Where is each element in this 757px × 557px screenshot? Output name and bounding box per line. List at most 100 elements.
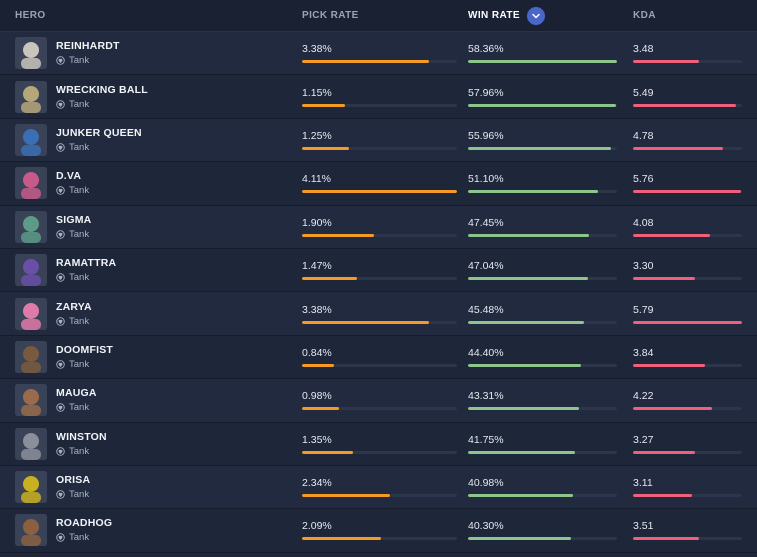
sort-descending-button[interactable] <box>526 6 545 25</box>
win-rate-bar <box>468 233 617 237</box>
table-row[interactable]: SIGMA Tank 1.90% <box>0 205 757 249</box>
hero-role: Tank <box>56 489 90 500</box>
table-row[interactable]: WRECKING BALL Tank 1.15% <box>0 75 757 119</box>
hero-cell[interactable]: ORISA Tank <box>0 471 302 504</box>
hero-cell[interactable]: MAUGA Tank <box>0 384 302 417</box>
table-row[interactable]: DOOMFIST Tank 0.84% <box>0 335 757 380</box>
kda-bar-fill <box>633 277 696 281</box>
tank-role-icon <box>56 99 65 109</box>
hero-role: Tank <box>56 99 148 110</box>
hero-name[interactable]: ZARYA <box>56 300 92 313</box>
pick-rate-bar-fill <box>302 407 339 411</box>
kda-cell: 4.78 <box>633 130 757 150</box>
win-rate-bar <box>468 103 617 107</box>
kda-value: 3.30 <box>633 260 654 273</box>
table-row[interactable]: MAUGA Tank 0.98% <box>0 379 757 423</box>
table-row[interactable]: JUNKER QUEEN Tank 1.25% <box>0 118 757 163</box>
hero-role-label: Tank <box>69 98 90 110</box>
pick-rate-bar <box>302 407 457 411</box>
hero-cell[interactable]: D.VA Tank <box>0 167 302 200</box>
table-row[interactable]: ORISA Tank 2.34% <box>0 465 757 510</box>
pick-rate-column-header[interactable]: PICK RATE <box>302 10 359 21</box>
table-row[interactable]: ROADHOG Tank 2.09% <box>0 509 757 553</box>
pick-rate-cell: 1.90% <box>302 217 468 237</box>
pick-rate-value: 4.11% <box>302 173 331 186</box>
kda-value: 5.76 <box>633 173 654 186</box>
pick-rate-value: 3.38% <box>302 43 332 56</box>
pick-rate-value: 2.09% <box>302 520 332 533</box>
win-rate-bar <box>468 60 617 64</box>
kda-value: 3.48 <box>633 43 654 56</box>
hero-name[interactable]: ORISA <box>56 474 91 487</box>
win-rate-bar-fill <box>468 407 579 411</box>
pick-rate-bar <box>302 146 457 150</box>
kda-bar <box>633 233 742 237</box>
hero-cell[interactable]: ZARYA Tank <box>0 297 302 330</box>
pick-rate-cell: 1.47% <box>302 260 468 281</box>
pick-rate-bar-fill <box>302 537 381 541</box>
pick-rate-bar-fill <box>302 363 334 367</box>
table-row[interactable]: D.VA Tank 4.11% <box>0 162 757 206</box>
hero-cell[interactable]: WINSTON Tank <box>0 427 302 460</box>
hero-name[interactable]: REINHARDT <box>56 40 120 53</box>
hero-cell[interactable]: SIGMA Tank <box>0 210 302 243</box>
chevron-down-icon <box>532 13 540 18</box>
hero-column-header[interactable]: HERO <box>15 10 46 21</box>
hero-cell[interactable]: WRECKING BALL Tank <box>0 80 302 113</box>
hero-portrait <box>15 80 47 113</box>
hero-name[interactable]: DOOMFIST <box>56 343 114 356</box>
hero-name[interactable]: MAUGA <box>56 387 97 400</box>
table-row[interactable]: WINSTON Tank 1.35% <box>0 422 757 466</box>
win-rate-column-header[interactable]: WIN RATE <box>468 6 633 25</box>
pick-rate-bar-fill <box>302 277 358 281</box>
win-rate-bar <box>468 450 617 454</box>
win-rate-value: 40.30% <box>468 520 504 533</box>
hero-cell[interactable]: JUNKER QUEEN Tank <box>0 123 302 156</box>
kda-cell: 5.49 <box>633 87 757 107</box>
kda-cell: 3.11 <box>633 477 757 498</box>
hero-cell[interactable]: ROADHOG Tank <box>0 514 302 547</box>
table-row[interactable]: ZARYA Tank 3.38% <box>0 292 757 336</box>
pick-rate-bar-fill <box>302 450 353 454</box>
win-rate-cell: 44.40% <box>468 347 633 367</box>
pick-rate-bar <box>302 277 457 281</box>
win-rate-cell: 58.36% <box>468 43 633 64</box>
hero-role: Tank <box>56 446 107 457</box>
hero-role-label: Tank <box>69 315 90 327</box>
win-rate-bar-fill <box>468 277 589 281</box>
kda-value: 5.79 <box>633 303 654 316</box>
pick-rate-bar <box>302 363 457 367</box>
hero-name[interactable]: WINSTON <box>56 430 107 443</box>
hero-portrait <box>15 514 47 547</box>
hero-role-label: Tank <box>69 358 90 370</box>
kda-cell: 3.48 <box>633 43 757 64</box>
pick-rate-value: 1.15% <box>302 86 332 99</box>
table-row[interactable]: REINHARDT Tank 3.38% <box>0 32 757 76</box>
hero-cell[interactable]: RAMATTRA Tank <box>0 254 302 287</box>
hero-cell[interactable]: REINHARDT Tank <box>0 37 302 70</box>
hero-name[interactable]: D.VA <box>56 170 82 183</box>
tank-role-icon <box>56 273 65 282</box>
kda-value: 5.49 <box>633 86 654 99</box>
kda-bar-fill <box>633 103 737 107</box>
pick-rate-bar-fill <box>302 233 374 237</box>
hero-name[interactable]: ROADHOG <box>56 517 113 530</box>
hero-portrait <box>15 471 47 504</box>
hero-role: Tank <box>56 229 91 240</box>
pick-rate-cell: 3.38% <box>302 304 468 324</box>
kda-cell: 3.51 <box>633 520 757 541</box>
hero-name[interactable]: WRECKING BALL <box>56 83 148 96</box>
tank-role-icon <box>56 446 65 456</box>
win-rate-bar-fill <box>468 494 573 498</box>
kda-cell: 3.30 <box>633 260 757 281</box>
table-row[interactable]: RAMATTRA Tank 1.47% <box>0 248 757 293</box>
win-rate-cell: 47.45% <box>468 217 633 237</box>
hero-cell[interactable]: DOOMFIST Tank <box>0 340 302 373</box>
pick-rate-cell: 1.25% <box>302 130 468 150</box>
hero-name[interactable]: SIGMA <box>56 213 92 226</box>
kda-column-header[interactable]: KDA <box>633 10 656 21</box>
win-rate-cell: 57.96% <box>468 87 633 107</box>
hero-name[interactable]: RAMATTRA <box>56 257 117 270</box>
hero-name[interactable]: JUNKER QUEEN <box>56 126 142 139</box>
hero-role-label: Tank <box>69 55 90 67</box>
